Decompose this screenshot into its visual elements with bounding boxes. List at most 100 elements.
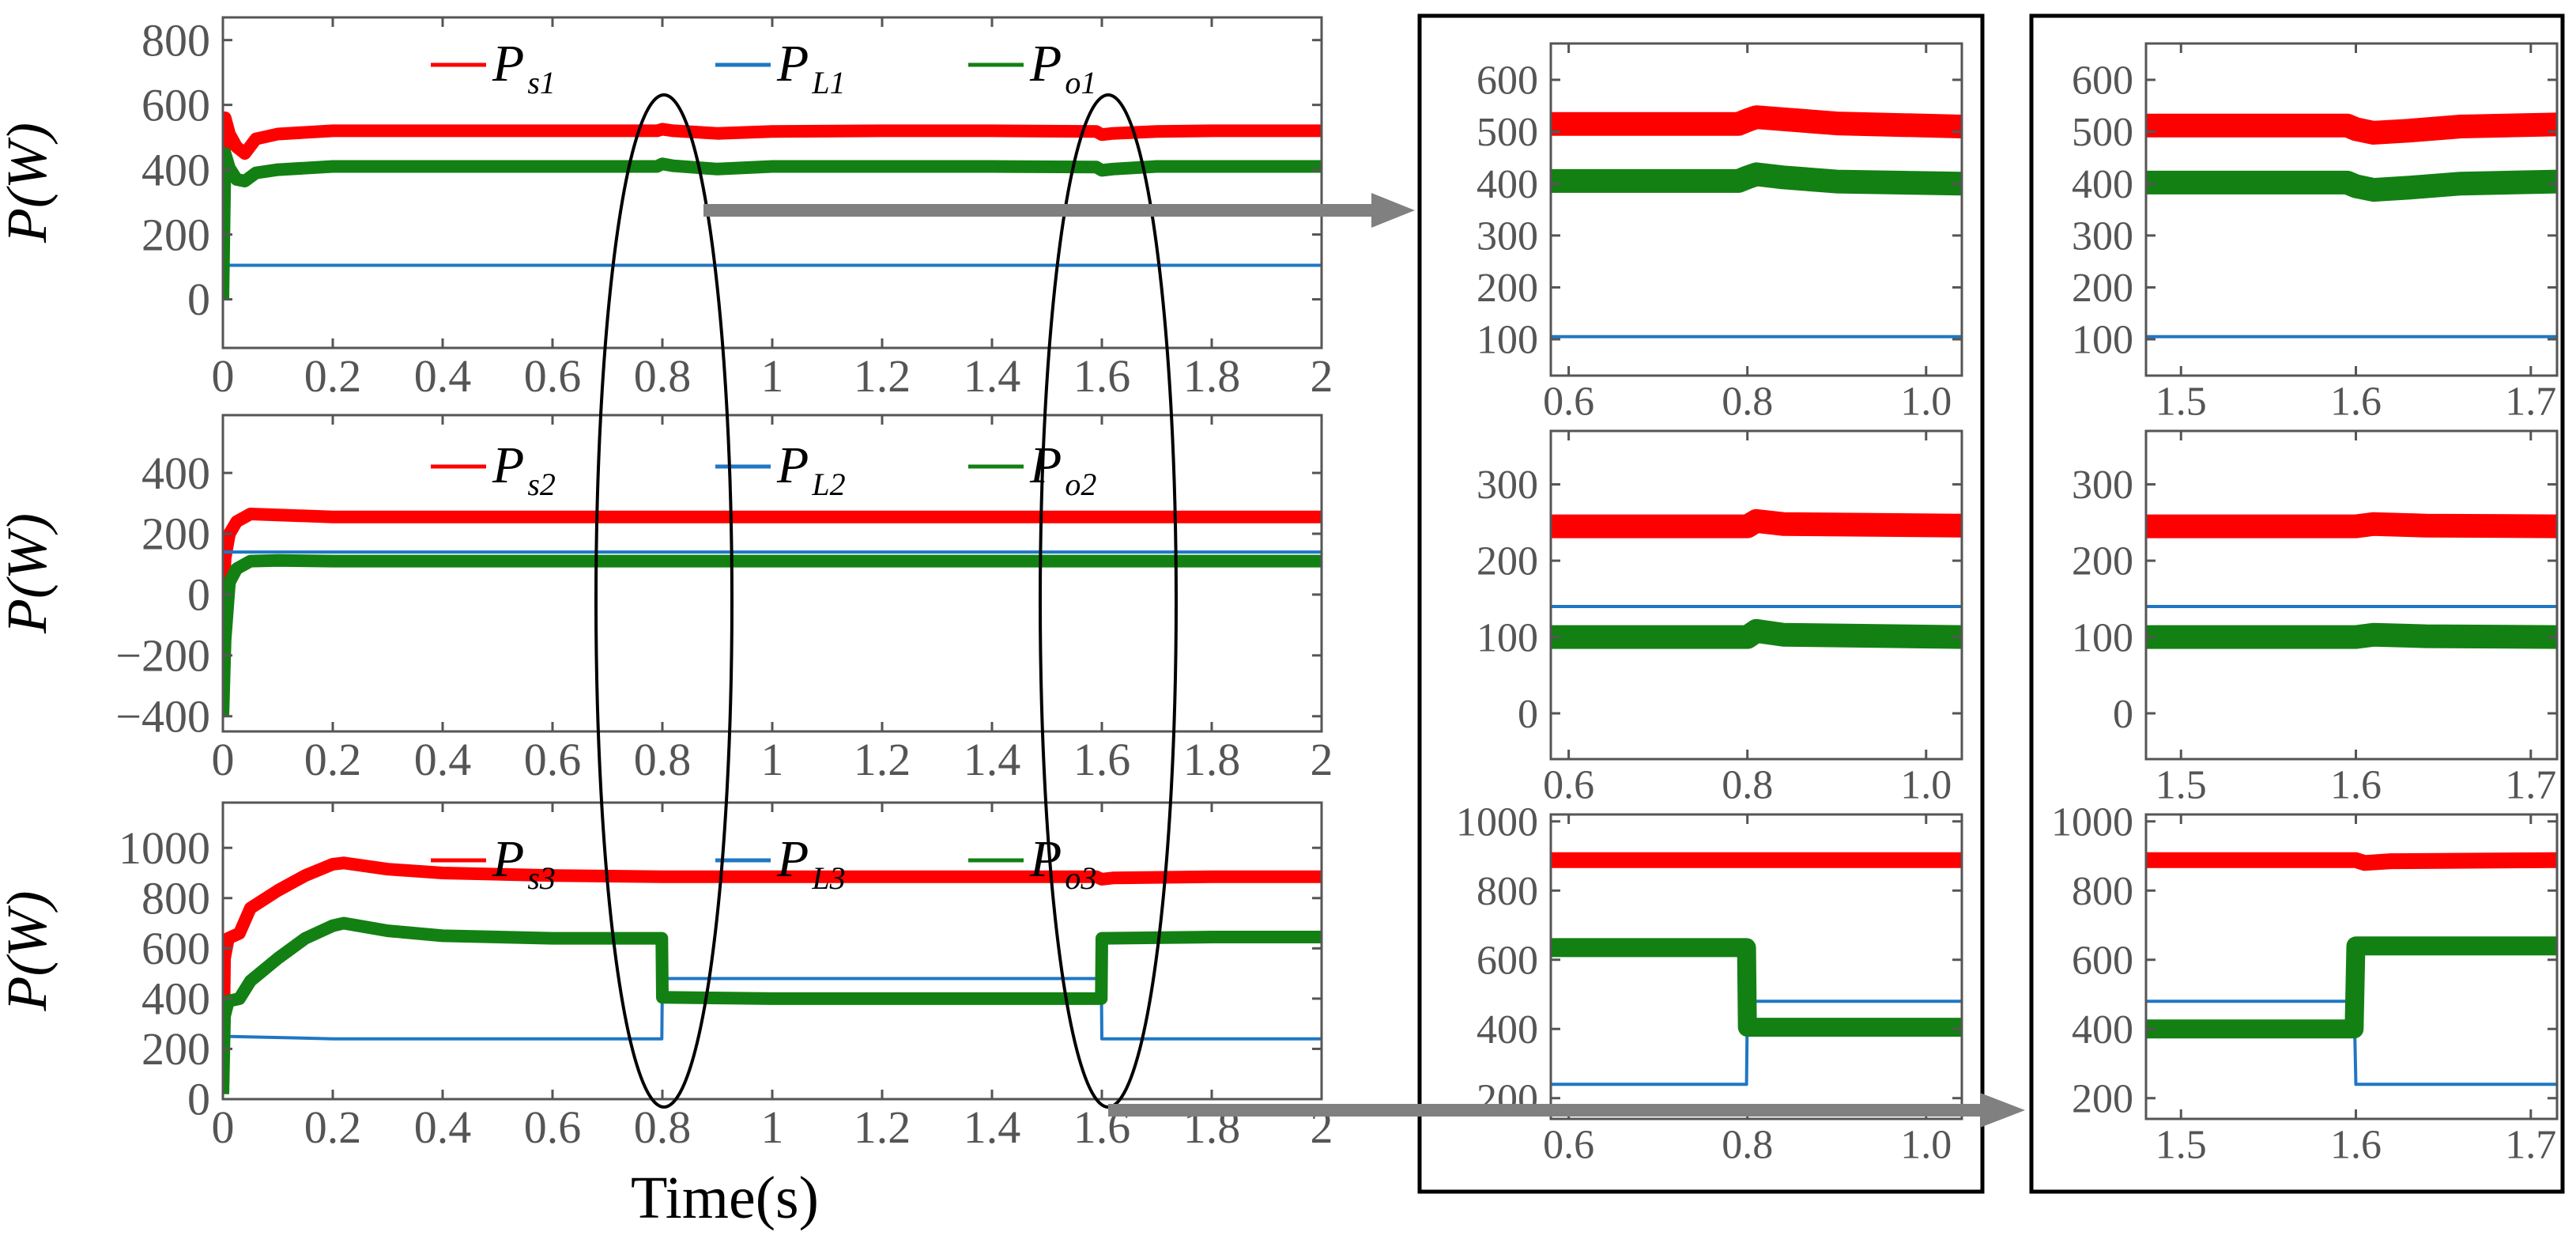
y-tick-label: 1000 <box>1456 799 1538 845</box>
y-tick-label: 600 <box>2072 59 2133 104</box>
zoom-panel-frame-1.6s <box>2029 13 2565 1194</box>
series-group <box>2146 512 2557 649</box>
y-tick-label: 800 <box>141 14 210 66</box>
x-tick-label: 0.6 <box>524 734 582 785</box>
x-tick-label: 1.5 <box>2155 762 2207 807</box>
zoom-ellipse-0.8s <box>594 93 734 1109</box>
arrow-head <box>1371 193 1415 228</box>
series-po1 <box>223 147 1322 300</box>
x-tick-label: 1.0 <box>1900 1122 1952 1167</box>
arrow-head <box>1980 1093 2025 1128</box>
x-tick-label: 0.6 <box>1543 379 1594 424</box>
y-tick-label: 800 <box>141 872 210 924</box>
y-tick-label: 200 <box>141 508 210 560</box>
y-tick-label: 0 <box>2113 692 2133 737</box>
x-tick-label: 2 <box>1311 734 1333 785</box>
series-pl3 <box>223 977 1322 1041</box>
plot-frame <box>1549 429 1963 761</box>
y-tick-label: 400 <box>2072 162 2133 207</box>
y-tick-label: 800 <box>1477 869 1538 914</box>
y-tick-label: 0 <box>187 1074 210 1125</box>
plot-frame <box>2144 429 2559 761</box>
series-ps1 <box>1551 105 1962 138</box>
series-ps2 <box>2146 512 2557 538</box>
x-axis-label: Time(s) <box>631 1165 819 1231</box>
x-tick-label: 0.2 <box>304 350 362 402</box>
series-group <box>1551 105 1962 338</box>
series-ps3 <box>2146 852 2557 871</box>
y-tick-label: 200 <box>1477 266 1538 311</box>
plot-frame <box>2144 42 2559 377</box>
series-po2 <box>1551 618 1962 649</box>
x-tick-label: 1.4 <box>964 350 1021 402</box>
y-axis-label: P(W) <box>0 891 58 1012</box>
x-tick-label: 1 <box>761 350 784 402</box>
y-tick-label: 800 <box>2072 869 2133 914</box>
series-pl3 <box>1551 999 1962 1086</box>
series-po3 <box>2146 936 2557 1039</box>
x-tick-label: 0.8 <box>634 734 692 785</box>
y-tick-label: 500 <box>2072 110 2133 155</box>
y-tick-label: 500 <box>1477 110 1538 155</box>
series-ps2 <box>1551 508 1962 538</box>
x-tick-label: 1.0 <box>1900 379 1952 424</box>
y-tick-label: 300 <box>2072 214 2133 259</box>
series-group <box>2146 112 2557 338</box>
x-tick-label: 1.4 <box>964 734 1021 785</box>
y-tick-label: 400 <box>2072 1007 2133 1052</box>
y-tick-label: 600 <box>1477 59 1538 104</box>
plot-frame <box>2144 813 2559 1120</box>
y-tick-label: 600 <box>141 923 210 974</box>
plot-frame <box>1549 813 1963 1120</box>
x-tick-label: 0.4 <box>414 1102 472 1153</box>
x-tick-label: 0.4 <box>414 350 472 402</box>
x-tick-label: 0.6 <box>1543 1122 1594 1167</box>
x-tick-label: 1.8 <box>1183 734 1241 785</box>
y-tick-label: 100 <box>1477 318 1538 363</box>
series-ps1 <box>2146 112 2557 145</box>
x-tick-label: 1 <box>761 734 784 785</box>
x-tick-label: 0.6 <box>524 350 582 402</box>
x-tick-label: 1.7 <box>2505 762 2556 807</box>
series-po1 <box>1551 162 1962 196</box>
y-tick-label: 600 <box>1477 938 1538 983</box>
plot-frame <box>1549 42 1963 377</box>
x-tick-label: 0.8 <box>1722 1122 1773 1167</box>
y-tick-label: 400 <box>141 144 210 195</box>
series-po2 <box>223 554 1322 717</box>
x-tick-label: 1.6 <box>1073 734 1131 785</box>
series-po2 <box>2146 622 2557 649</box>
x-tick-label: 0.6 <box>524 1102 582 1153</box>
x-tick-label: 0.8 <box>634 350 692 402</box>
series-ps3 <box>223 856 1322 1087</box>
x-tick-label: 0.6 <box>1543 762 1594 807</box>
x-tick-label: 1.2 <box>854 1102 911 1153</box>
x-tick-label: 1.6 <box>1073 350 1131 402</box>
x-tick-label: 1.0 <box>1900 762 1952 807</box>
x-tick-label: 0 <box>212 350 235 402</box>
chart-zoomB2: 1.5 1.6 1.7 0 100 200 300 <box>2072 429 2559 807</box>
y-tick-label: 400 <box>141 448 210 499</box>
y-tick-label: 0 <box>187 274 210 325</box>
y-tick-label: 0 <box>187 569 210 621</box>
y-tick-label: 300 <box>1477 463 1538 508</box>
y-tick-label: 300 <box>2072 463 2133 508</box>
x-tick-label: 1.6 <box>2330 762 2382 807</box>
x-tick-label: 0.2 <box>304 1102 362 1153</box>
x-tick-label: 0 <box>212 1102 235 1153</box>
y-tick-label: 1000 <box>119 822 210 874</box>
x-tick-label: 1.5 <box>2155 1122 2207 1167</box>
x-tick-label: 1.7 <box>2505 1122 2556 1167</box>
x-tick-label: 1.6 <box>2330 379 2382 424</box>
zoom-panel-frame-0.8s <box>1417 13 1985 1194</box>
x-tick-label: 1.6 <box>2330 1122 2382 1167</box>
x-tick-label: 1.2 <box>854 734 911 785</box>
y-tick-label: 200 <box>2072 1076 2133 1121</box>
y-tick-label: 1000 <box>2051 799 2133 845</box>
x-tick-label: 1.2 <box>854 350 911 402</box>
y-tick-label: 100 <box>2072 318 2133 363</box>
y-axis-label: P(W) <box>0 513 58 634</box>
x-tick-label: 1.5 <box>2155 379 2207 424</box>
series-group <box>2146 852 2557 1086</box>
